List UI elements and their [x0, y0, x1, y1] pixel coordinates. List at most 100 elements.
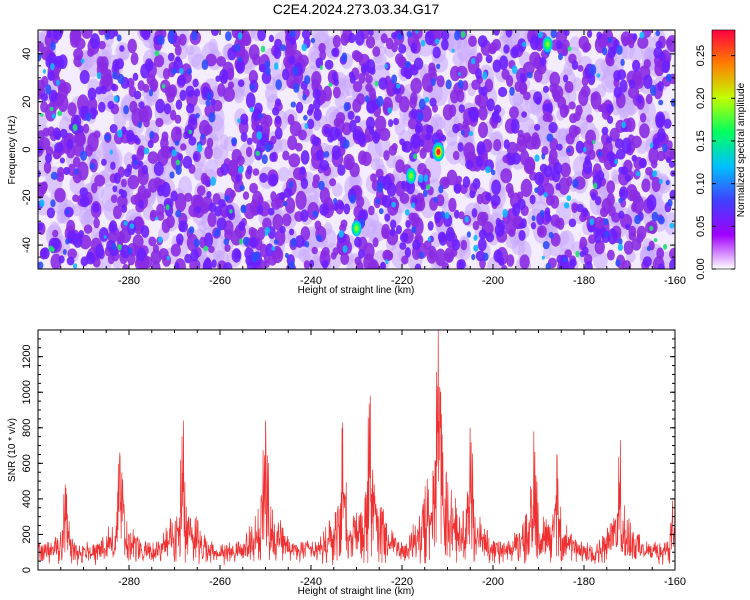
- heatmap-blob: [627, 86, 640, 99]
- heatmap-blob: [391, 201, 397, 208]
- heatmap-blob: [56, 97, 64, 107]
- heatmap-blob: [634, 214, 641, 225]
- heatmap-blob: [115, 58, 125, 70]
- heatmap-blob: [621, 137, 632, 154]
- heatmap-blob: [50, 199, 56, 208]
- heatmap-blob: [635, 170, 641, 177]
- heatmap-blob: [563, 105, 570, 115]
- heatmap-blob: [227, 47, 237, 61]
- heatmap-blob: [69, 30, 82, 45]
- heatmap-blob: [354, 256, 362, 266]
- heatmap-blob: [639, 123, 650, 139]
- heatmap-blob: [371, 30, 380, 39]
- heatmap-blob: [546, 195, 555, 206]
- heatmap-blob: [407, 117, 418, 130]
- heatmap-blob: [343, 153, 355, 171]
- heatmap-blob: [475, 155, 484, 168]
- x-tick-label: -220: [391, 576, 413, 588]
- heatmap-blob: [282, 150, 290, 161]
- heatmap-blob: [73, 263, 78, 269]
- heatmap-blob: [38, 130, 46, 140]
- heatmap-blob: [319, 160, 330, 171]
- heatmap-blob: [659, 51, 666, 62]
- heatmap-blob: [367, 220, 385, 243]
- heatmap-blob: [589, 218, 595, 226]
- heatmap-blob: [485, 166, 491, 174]
- heatmap-blob: [480, 211, 489, 223]
- heatmap-blob: [306, 118, 315, 130]
- heatmap-blob: [229, 209, 233, 214]
- heatmap-blob: [174, 140, 180, 146]
- heatmap-blob: [138, 160, 144, 168]
- heatmap-blob: [559, 231, 570, 246]
- heatmap-blob: [590, 92, 599, 101]
- x-tick-label: -260: [209, 576, 231, 588]
- heatmap-blob: [256, 131, 263, 140]
- heatmap-blob: [665, 156, 672, 163]
- heatmap-blob: [618, 210, 625, 219]
- heatmap-blob: [133, 159, 138, 166]
- heatmap-blob: [390, 227, 396, 237]
- heatmap-blob: [262, 217, 272, 231]
- heatmap-blob: [388, 145, 397, 156]
- heatmap-blob: [101, 158, 107, 166]
- heatmap-blob: [245, 92, 256, 109]
- heatmap-blob: [586, 114, 594, 123]
- heatmap-blob: [170, 190, 178, 202]
- heatmap-blob: [153, 161, 164, 176]
- heatmap-blob: [211, 259, 217, 268]
- heatmap-blob: [575, 250, 580, 258]
- heatmap-blob: [483, 252, 489, 261]
- colorbar-tick-label: 0.00: [695, 258, 707, 279]
- heatmap-blob: [96, 72, 102, 80]
- heatmap-blob: [93, 130, 101, 139]
- heatmap-blob: [354, 236, 362, 248]
- heatmap-blob: [575, 140, 585, 154]
- heatmap-blob: [295, 101, 304, 114]
- heatmap-blob: [319, 187, 330, 204]
- heatmap-blob: [460, 30, 466, 38]
- heatmap-blob: [542, 103, 550, 112]
- heatmap-blob: [98, 101, 106, 113]
- heatmap-blob: [288, 181, 294, 189]
- heatmap-blob: [386, 229, 399, 246]
- heatmap-blob: [194, 88, 201, 97]
- heatmap-blob: [177, 153, 183, 161]
- heatmap-blob: [522, 41, 527, 48]
- heatmap-blob: [601, 198, 612, 214]
- heatmap-blob: [365, 35, 376, 49]
- heatmap-blob: [395, 159, 405, 173]
- heatmap-blob: [509, 106, 519, 119]
- heatmap-blob: [52, 238, 61, 250]
- heatmap-blob: [72, 233, 83, 248]
- heatmap-blob: [259, 172, 268, 183]
- heatmap-blob: [631, 202, 638, 213]
- heatmap-blob: [156, 203, 165, 216]
- heatmap-blob: [418, 139, 424, 147]
- heatmap-blob: [454, 30, 461, 41]
- heatmap-blob: [649, 84, 657, 96]
- heatmap-blob: [665, 179, 670, 186]
- heatmap-blob: [81, 30, 93, 39]
- heatmap-blob: [607, 115, 614, 124]
- heatmap-blob: [184, 192, 193, 202]
- y-axis-label: SNR (10 * v/v): [7, 418, 18, 482]
- heatmap-blob: [142, 83, 150, 93]
- heatmap-blob: [246, 146, 253, 158]
- heatmap-blob: [427, 221, 434, 231]
- heatmap-blob: [252, 53, 261, 66]
- heatmap-blob: [589, 64, 597, 76]
- heatmap-blob: [404, 247, 411, 258]
- heatmap-blob: [512, 202, 521, 217]
- heatmap-blob: [619, 108, 628, 122]
- heatmap-blob: [438, 232, 448, 246]
- heatmap-blob: [568, 101, 576, 110]
- heatmap-blob: [517, 38, 527, 53]
- heatmap-blob: [444, 247, 455, 263]
- heatmap-blob: [188, 113, 198, 126]
- heatmap-blob: [312, 179, 320, 189]
- heatmap-blob: [541, 146, 549, 156]
- heatmap-blob: [216, 227, 221, 234]
- heatmap-blob: [502, 208, 508, 218]
